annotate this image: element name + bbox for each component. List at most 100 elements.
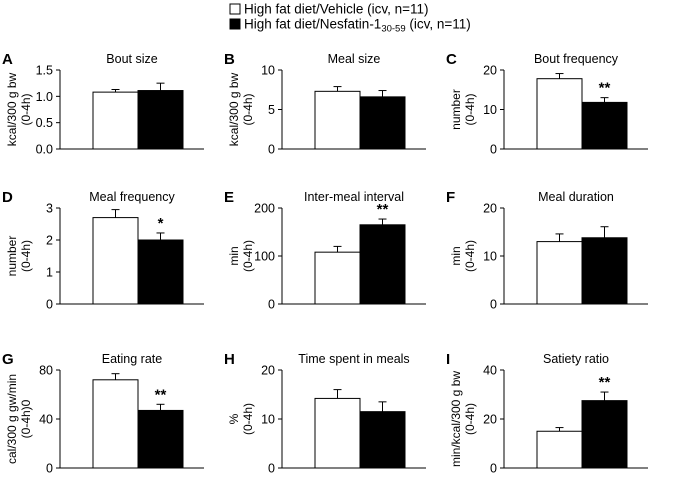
y-axis-label-line: (0-4h) [241,403,255,435]
legend-nesfatin-label: High fat diet/Nesfatin-130-59 (icv, n=11… [244,17,471,35]
panel-letter: A [2,51,13,68]
y-tick-label: 0.0 [36,143,53,157]
y-axis-label-line: (0-4h) [241,240,255,272]
panel-g: G Eating rate cal/300 g gw/min(0-4h)0 0 40 80… [2,351,204,476]
y-tick-label: 0 [268,143,275,157]
y-axis-label-line: min [227,246,241,265]
bar [314,90,361,150]
y-axis-label: min(0-4h) [449,240,477,272]
y-tick-label: 40 [483,364,497,378]
panel-title: Bout size [106,52,157,66]
y-axis-label-line: (0-4h) [463,403,477,435]
legend-vehicle-swatch [229,3,241,15]
panel-title: Meal duration [538,190,614,204]
y-axis-label-line: (0-4h) [241,93,255,125]
bar [137,239,184,305]
bar [314,397,361,469]
panel-letter: C [446,51,457,68]
y-tick-label: 0 [46,462,53,475]
bar [92,91,139,150]
legend-nesfatin-swatch [229,18,241,30]
bar [92,379,139,469]
panel-letter: E [224,189,234,206]
y-axis-label-line: (0-4h) [463,93,477,125]
y-tick-label: 1 [46,266,53,280]
y-tick-label: 0 [268,462,275,475]
y-tick-label: 20 [483,64,497,78]
y-axis-label: number(0-4h) [449,89,477,130]
y-axis-label-line: (0-4h) [19,93,33,125]
panel-title: Eating rate [102,352,163,366]
panel-letter: F [446,189,455,206]
panel-i: I Satiety ratio min/kcal/300 g bw(0-4h) 0 20… [446,351,648,476]
panel-title: Meal size [328,52,381,66]
bar [137,90,184,150]
y-axis-label: kcal/300 g bw(0-4h) [227,72,255,146]
panel-d: D Meal frequency number(0-4h) 0 1 2 3 * [2,189,204,312]
y-tick-label: 20 [261,364,275,378]
bar [581,101,628,150]
y-tick-label: 200 [254,202,275,216]
y-axis-label-line: number [5,236,19,277]
legend-nesfatin-suffix: (icv, n=11) [406,17,471,32]
bar [137,409,184,469]
y-tick-label: 3 [46,202,53,216]
y-tick-label: 5 [268,103,275,117]
y-axis-label-line: min [449,246,463,265]
y-axis-label: number(0-4h) [5,236,33,277]
panel-title: Meal frequency [89,190,175,204]
legend-nesfatin-subscript: 30-59 [381,24,405,35]
y-tick-label: 1.0 [36,90,53,104]
panel-letter: G [2,351,14,368]
legend: High fat diet/Vehicle (icv, n=11) High f… [229,2,471,35]
y-axis-label: %(0-4h) [227,403,255,435]
panel-b: B Meal size kcal/300 g bw(0-4h) 0 5 10 [224,51,426,157]
bar [359,224,406,305]
legend-nesfatin-prefix: High fat diet/Nesfatin-1 [244,17,381,32]
panel-title: Satiety ratio [543,352,609,366]
bar [359,96,406,150]
y-tick-label: 0 [490,462,497,475]
y-tick-label: 0 [268,298,275,312]
panel-f: F Meal duration min(0-4h) 0 10 20 [446,189,648,312]
y-axis-label-line: kcal/300 g bw [227,72,241,146]
y-tick-label: 100 [254,250,275,264]
y-axis-label: min/kcal/300 g bw(0-4h) [449,371,477,467]
y-tick-label: 1.5 [36,64,53,78]
significance-marker: ** [155,386,167,403]
bar [536,430,583,469]
y-axis-label-line: (0-4h) [463,240,477,272]
panel-title: Bout frequency [534,52,619,66]
bar [92,217,139,305]
panel-letter: I [446,351,450,368]
y-axis-label-line: kcal/300 g bw [5,72,19,146]
bar [581,237,628,305]
significance-marker: * [158,215,164,232]
y-tick-label: 40 [39,413,53,427]
y-axis-label-line: min/kcal/300 g bw [449,371,463,467]
y-axis-label-line: cal/300 g gw/min [5,374,19,464]
significance-marker: ** [599,374,611,391]
legend-vehicle-label: High fat diet/Vehicle (icv, n=11) [244,2,428,17]
bar [359,411,406,469]
bar [536,78,583,150]
panel-e: E Inter-meal interval min(0-4h) 0 100 200 ** [224,189,426,312]
bar [581,400,628,469]
bar [314,251,361,305]
y-tick-label: 2 [46,234,53,248]
y-axis-label: min(0-4h) [227,240,255,272]
y-tick-label: 0 [490,298,497,312]
panel-letter: D [2,189,13,206]
y-tick-label: 20 [483,202,497,216]
significance-marker: ** [377,201,389,218]
bar [536,241,583,305]
panel-title: Inter-meal interval [304,190,404,204]
y-tick-label: 10 [261,413,275,427]
y-axis-label-line: (0-4h)0 [19,399,33,438]
y-tick-label: 10 [483,103,497,117]
panel-c: C Bout frequency number(0-4h) 0 10 20 ** [446,51,648,157]
